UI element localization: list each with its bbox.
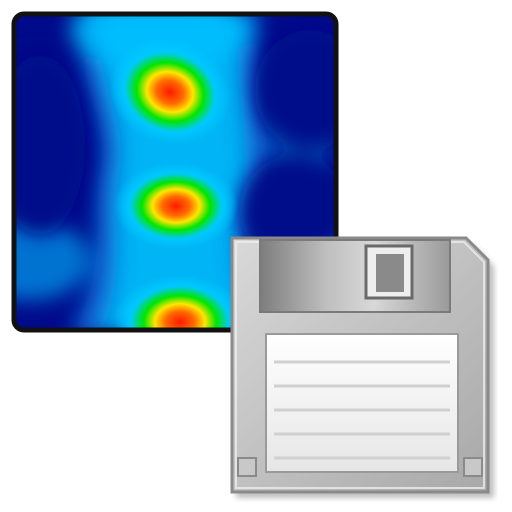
heatmap-thumbnail: [10, 10, 340, 334]
heatmap-hotspots: [109, 38, 246, 330]
floppy-label-lines: [274, 360, 450, 460]
floppy-write-protect-notch: [237, 457, 257, 477]
floppy-corner-notch: [463, 457, 483, 477]
floppy-label: [265, 333, 459, 473]
floppy-disk-graphic: [230, 236, 494, 498]
floppy-shutter: [259, 239, 451, 313]
heatmap-frame: [11, 11, 339, 333]
floppy-disk-icon: [226, 230, 498, 502]
heatmap-graphic: [11, 11, 339, 333]
